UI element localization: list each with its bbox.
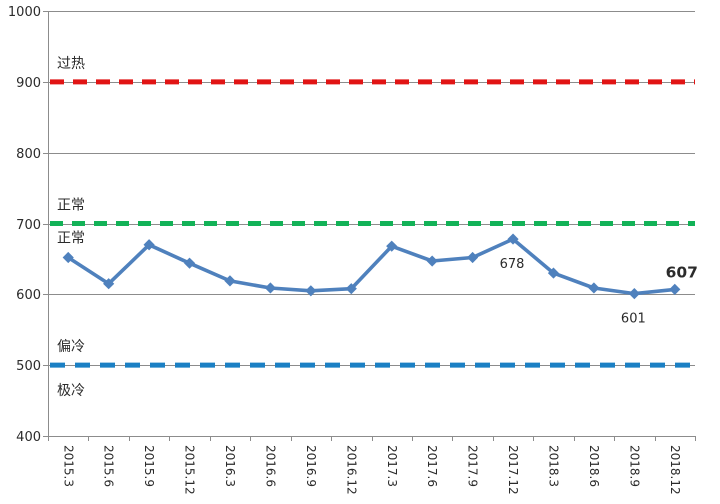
zone-label: 正常 [57, 231, 85, 247]
y-axis-tick-label: 800 [16, 147, 41, 162]
x-axis-label: 2018.3 [547, 445, 561, 487]
zone-label: 偏冷 [57, 339, 85, 355]
x-axis-label: 2015.9 [142, 445, 156, 487]
y-axis-tick-label: 700 [16, 218, 41, 233]
data-point-marker [62, 251, 74, 264]
x-axis-label: 2017.9 [466, 445, 480, 487]
x-axis-label: 2018.9 [627, 445, 641, 487]
y-axis-tick-label: 600 [16, 288, 41, 303]
data-point-marker [588, 282, 600, 294]
data-point-marker [507, 233, 519, 245]
data-point-marker [143, 239, 155, 251]
series-line [66, 237, 677, 296]
x-axis-label: 2015.12 [183, 445, 197, 495]
x-axis-label: 2015.3 [61, 445, 75, 487]
data-point-marker [345, 283, 357, 295]
data-point-marker [426, 255, 438, 267]
zone-label: 正常 [57, 198, 85, 214]
zone-label: 过热 [57, 56, 85, 72]
y-axis-tick-label: 400 [16, 430, 41, 445]
x-axis-label: 2018.12 [668, 445, 682, 495]
y-axis-tick-label: 900 [16, 76, 41, 91]
x-axis-label: 2017.6 [425, 445, 439, 487]
x-axis-label: 2016.3 [223, 445, 237, 487]
data-point-label: 607 [666, 263, 698, 281]
x-axis-label: 2016.12 [344, 445, 358, 495]
x-axis-label: 2017.3 [385, 445, 399, 487]
data-point-marker [628, 288, 640, 300]
data-point-marker [386, 240, 398, 252]
x-axis-label: 2016.6 [263, 445, 277, 487]
data-point-marker [183, 257, 196, 269]
x-axis-label: 2016.9 [304, 445, 318, 487]
data-point-marker [547, 267, 560, 279]
x-axis-label: 2018.6 [587, 445, 601, 487]
data-point-marker [264, 282, 277, 294]
x-axis-label: 2017.12 [506, 445, 520, 495]
data-point-marker [103, 278, 115, 290]
data-point-label: 678 [500, 257, 525, 272]
data-point-marker [224, 275, 236, 287]
x-axis-label: 2015.6 [102, 445, 116, 487]
data-point-marker [305, 285, 317, 297]
data-point-marker [669, 283, 681, 295]
y-axis-tick-label: 500 [16, 359, 41, 374]
data-point-marker [466, 251, 479, 264]
zone-label: 极冷 [57, 383, 85, 399]
y-axis-tick-label: 1000 [8, 5, 41, 20]
data-point-label: 601 [621, 312, 646, 327]
